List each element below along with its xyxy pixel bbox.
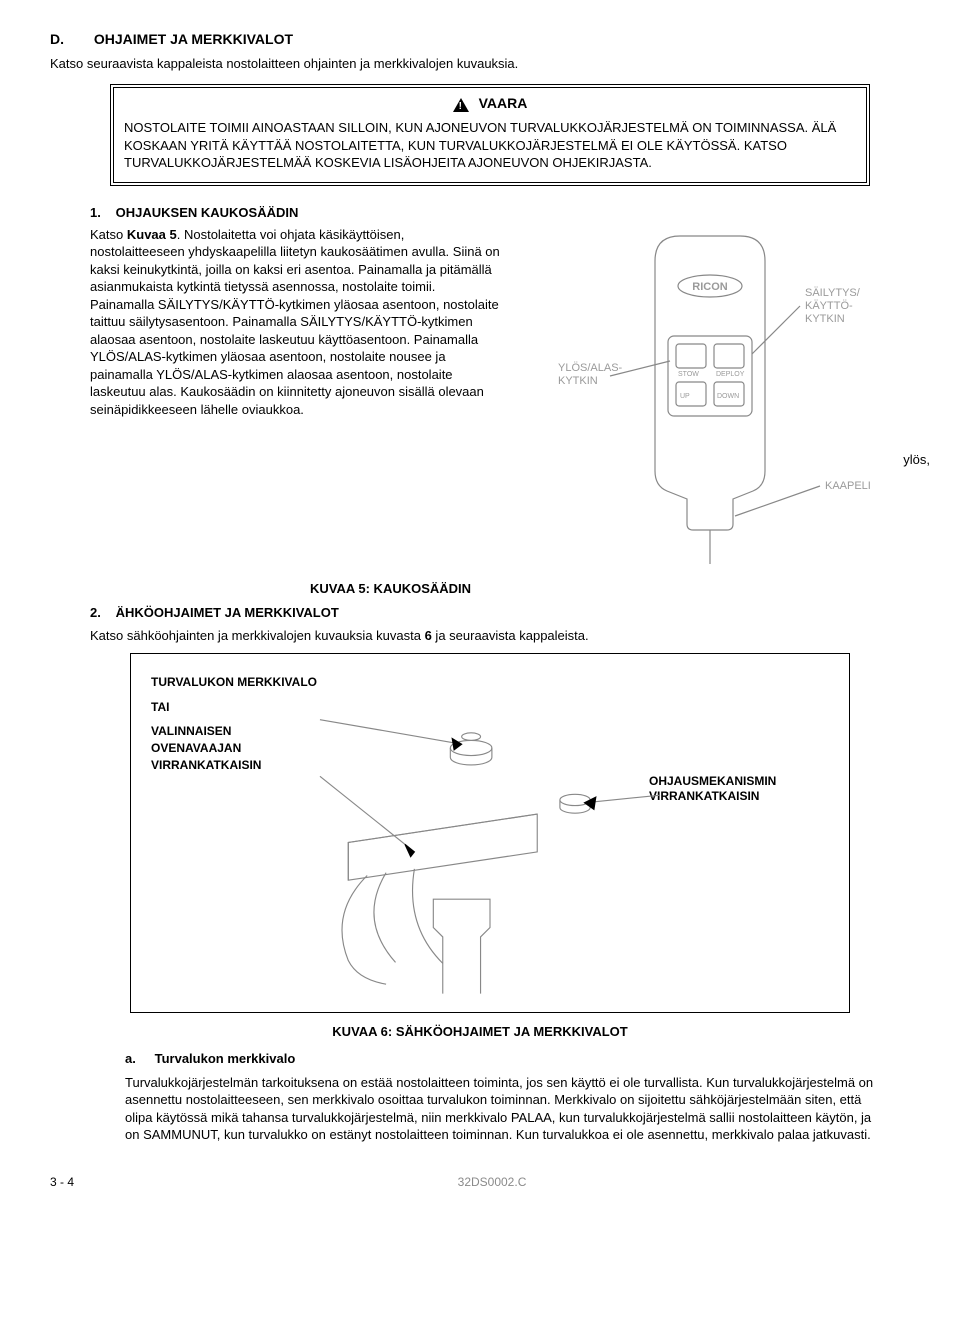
figure-5-svg: RICON YLÖS/ALAS- KYTKIN SÄILYTYS/ KÄYTTÖ… bbox=[510, 226, 910, 566]
footer-left: 3 - 4 bbox=[50, 1174, 74, 1190]
warning-title: VAARA bbox=[479, 95, 528, 111]
sub2-heading: 2. ÄHKÖOHJAIMET JA MERKKIVALOT bbox=[90, 604, 910, 622]
sub-a-body: Turvalukkojärjestelmän tarkoituksena on … bbox=[125, 1074, 885, 1144]
sub-a-heading: a. Turvalukon merkkivalo bbox=[125, 1050, 910, 1068]
fig5-left-label-1: YLÖS/ALAS- bbox=[558, 362, 623, 374]
sub2-num: 2. bbox=[90, 604, 112, 622]
section-d-intro: Katso seuraavista kappaleista nostolaitt… bbox=[50, 55, 910, 73]
sub-a-title: Turvalukon merkkivalo bbox=[155, 1051, 296, 1066]
fig5-right1-1: SÄILYTYS/ bbox=[805, 287, 861, 299]
section-title: OHJAIMET JA MERKKIVALOT bbox=[94, 31, 293, 47]
kuvaa5-bold: Kuvaa 5 bbox=[127, 227, 177, 242]
fig6-caption: KUVAA 6: SÄHKÖOHJAIMET JA MERKKIVALOT bbox=[50, 1023, 910, 1041]
fig5-right2: KAAPELI bbox=[825, 480, 871, 492]
section-d-heading: D. OHJAIMET JA MERKKIVALOT bbox=[50, 30, 910, 49]
sub2-title: ÄHKÖOHJAIMET JA MERKKIVALOT bbox=[116, 605, 339, 620]
fig5-stow: STOW bbox=[678, 371, 699, 378]
sub1-title: OHJAUKSEN KAUKOSÄÄDIN bbox=[116, 205, 299, 220]
two-column-layout: Katso Kuvaa 5. Nostolaitetta voi ohjata … bbox=[50, 226, 910, 571]
section-letter: D. bbox=[50, 30, 90, 49]
ylos-fragment: ylös, bbox=[903, 451, 930, 469]
sub1-body: Katso Kuvaa 5. Nostolaitetta voi ohjata … bbox=[90, 226, 500, 571]
fig5-right1-2: KÄYTTÖ- bbox=[805, 300, 853, 312]
fig5-up: UP bbox=[680, 393, 690, 400]
footer-center: 32DS0002.C bbox=[458, 1174, 527, 1190]
fig5-right1-3: KYTKIN bbox=[805, 313, 845, 325]
fig5-deploy: DEPLOY bbox=[716, 371, 745, 378]
sub1-num: 1. bbox=[90, 204, 112, 222]
figure-6-svg bbox=[131, 654, 849, 1012]
figure-5-area: RICON YLÖS/ALAS- KYTKIN SÄILYTYS/ KÄYTTÖ… bbox=[510, 226, 910, 571]
warning-title-row: VAARA bbox=[124, 94, 856, 113]
sub1-heading: 1. OHJAUKSEN KAUKOSÄÄDIN bbox=[90, 204, 910, 222]
fig5-brand: RICON bbox=[692, 281, 728, 293]
sub-a-num: a. bbox=[125, 1050, 151, 1068]
fig5-left-label-2: KYTKIN bbox=[558, 375, 598, 387]
sub2-intro: Katso sähköohjainten ja merkkivalojen ku… bbox=[90, 627, 910, 645]
warning-body: NOSTOLAITE TOIMII AINOASTAAN SILLOIN, KU… bbox=[124, 119, 856, 172]
warning-box: VAARA NOSTOLAITE TOIMII AINOASTAAN SILLO… bbox=[110, 84, 870, 186]
figure-6-box: TURVALUKON MERKKIVALO TAI VALINNAISEN OV… bbox=[130, 653, 850, 1013]
warning-icon bbox=[453, 98, 469, 112]
page-footer: 3 - 4 32DS0002.C bbox=[50, 1174, 910, 1190]
fig5-caption: KUVAA 5: KAUKOSÄÄDIN bbox=[310, 580, 910, 598]
fig5-down: DOWN bbox=[717, 393, 739, 400]
